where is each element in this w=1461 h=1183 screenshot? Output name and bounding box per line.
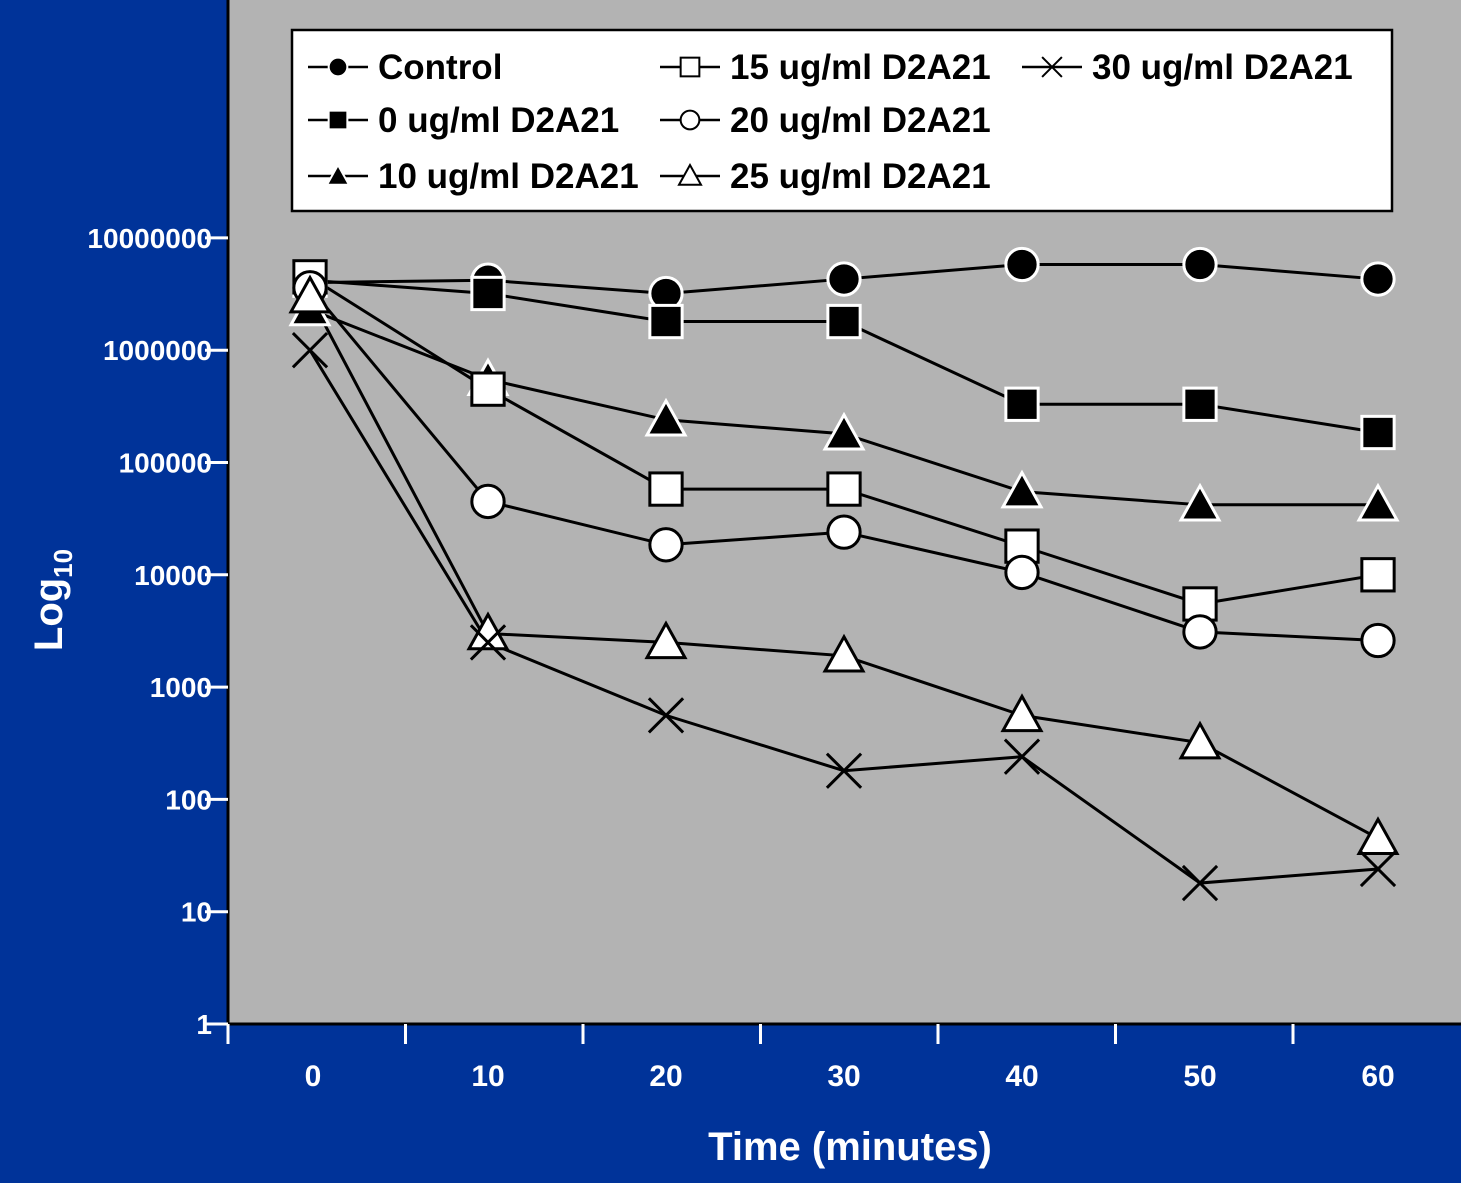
data-point-series-0 xyxy=(1360,261,1396,297)
data-point-series-1 xyxy=(1182,386,1218,422)
legend-marker xyxy=(327,109,349,131)
series-markers xyxy=(288,246,1400,902)
legend-item: 25 ug/ml D2A21 xyxy=(660,157,991,196)
data-point-series-0 xyxy=(826,261,862,297)
legend-item: 30 ug/ml D2A21 xyxy=(1022,48,1353,87)
data-point-series-4 xyxy=(470,483,506,520)
data-point-series-1 xyxy=(648,303,684,340)
legend-item: 0 ug/ml D2A21 xyxy=(308,101,619,140)
legend-label: 0 ug/ml D2A21 xyxy=(378,101,619,140)
legend-item: Control xyxy=(308,48,502,87)
data-point-series-5 xyxy=(1178,720,1222,760)
legend-item: 10 ug/ml D2A21 xyxy=(308,157,639,196)
y-axis-title-group: Log10 xyxy=(27,549,78,651)
legend-label: 15 ug/ml D2A21 xyxy=(730,48,991,87)
data-point-series-2 xyxy=(1000,469,1044,509)
x-tick-label: 50 xyxy=(1183,1060,1216,1093)
data-point-series-4 xyxy=(1004,554,1040,591)
y-tick-label: 10000 xyxy=(134,560,212,591)
x-tick-label: 20 xyxy=(649,1060,682,1093)
y-tick-label: 100000 xyxy=(119,448,212,479)
legend-label: 30 ug/ml D2A21 xyxy=(1092,48,1353,87)
data-point-series-3 xyxy=(826,471,862,507)
legend-label: Control xyxy=(378,48,502,87)
x-tick-label: 0 xyxy=(305,1060,322,1093)
legend-label: 10 ug/ml D2A21 xyxy=(378,157,639,196)
data-point-series-5 xyxy=(1000,693,1044,733)
legend-marker xyxy=(327,56,349,78)
legend-items: Control 0 ug/ml D2A21 10 ug/ml D2A21 15 ug/… xyxy=(308,48,1353,196)
data-point-series-4 xyxy=(648,527,684,563)
y-tick-label: 100 xyxy=(165,784,212,815)
data-point-series-6 xyxy=(469,624,507,661)
x-axis-title: Time (minutes) xyxy=(708,1125,992,1169)
y-axis-title-subscript: 10 xyxy=(48,549,78,578)
y-tick-label: 10000000 xyxy=(87,223,212,254)
data-point-series-3 xyxy=(470,371,506,407)
data-point-series-5 xyxy=(822,633,866,673)
y-axis-ticks: 1 10 100 1000 10000 100000 1000000 10000000 xyxy=(87,223,228,1040)
data-point-series-3 xyxy=(1360,557,1396,593)
legend-box xyxy=(290,28,1394,213)
legend-label: 20 ug/ml D2A21 xyxy=(730,101,991,140)
legend-marker xyxy=(677,162,703,186)
data-point-series-0 xyxy=(1182,246,1218,283)
legend-marker xyxy=(679,56,701,78)
legend-marker xyxy=(679,109,701,131)
data-point-series-6 xyxy=(647,697,685,734)
y-tick-label: 1000 xyxy=(150,672,212,703)
data-point-series-5 xyxy=(644,620,688,660)
legend-marker xyxy=(1041,56,1063,78)
data-point-series-0 xyxy=(1004,246,1040,283)
data-point-series-6 xyxy=(825,752,863,789)
legend-item: 20 ug/ml D2A21 xyxy=(660,101,991,140)
data-point-series-5 xyxy=(1356,816,1400,856)
y-axis-title-main: Log xyxy=(27,578,71,651)
data-point-series-2 xyxy=(1178,482,1222,522)
y-tick-label: 10 xyxy=(181,897,212,928)
data-point-series-1 xyxy=(470,275,506,312)
data-point-series-5 xyxy=(288,274,332,314)
data-point-series-1 xyxy=(1004,386,1040,422)
data-point-series-4 xyxy=(826,514,862,550)
data-point-series-2 xyxy=(822,411,866,451)
data-point-series-1 xyxy=(1360,414,1396,451)
legend-item: 15 ug/ml D2A21 xyxy=(660,48,991,87)
data-point-series-2 xyxy=(644,397,688,437)
data-point-series-2 xyxy=(1356,482,1400,522)
y-tick-label: 1 xyxy=(196,1009,212,1040)
x-tick-label: 40 xyxy=(1005,1060,1038,1093)
x-axis-ticks: 0 10 20 30 40 50 60 xyxy=(226,1024,1395,1093)
data-point-series-6 xyxy=(1181,864,1219,902)
data-point-series-6 xyxy=(1003,738,1041,775)
data-point-series-4 xyxy=(1360,622,1396,659)
x-tick-label: 10 xyxy=(471,1060,504,1093)
legend: Control 0 ug/ml D2A21 10 ug/ml D2A21 15 ug/… xyxy=(290,28,1394,213)
x-tick-label: 30 xyxy=(827,1060,860,1093)
y-axis-title: Log10 xyxy=(27,549,78,651)
data-point-series-1 xyxy=(826,303,862,340)
data-point-series-4 xyxy=(1182,614,1218,650)
legend-marker xyxy=(325,162,351,186)
legend-label: 25 ug/ml D2A21 xyxy=(730,157,991,196)
data-point-series-3 xyxy=(648,471,684,507)
data-point-series-6 xyxy=(1359,850,1397,888)
x-tick-label: 60 xyxy=(1361,1060,1394,1093)
data-point-series-3 xyxy=(1182,586,1218,622)
data-point-series-6 xyxy=(291,332,329,369)
y-tick-label: 1000000 xyxy=(103,335,212,366)
